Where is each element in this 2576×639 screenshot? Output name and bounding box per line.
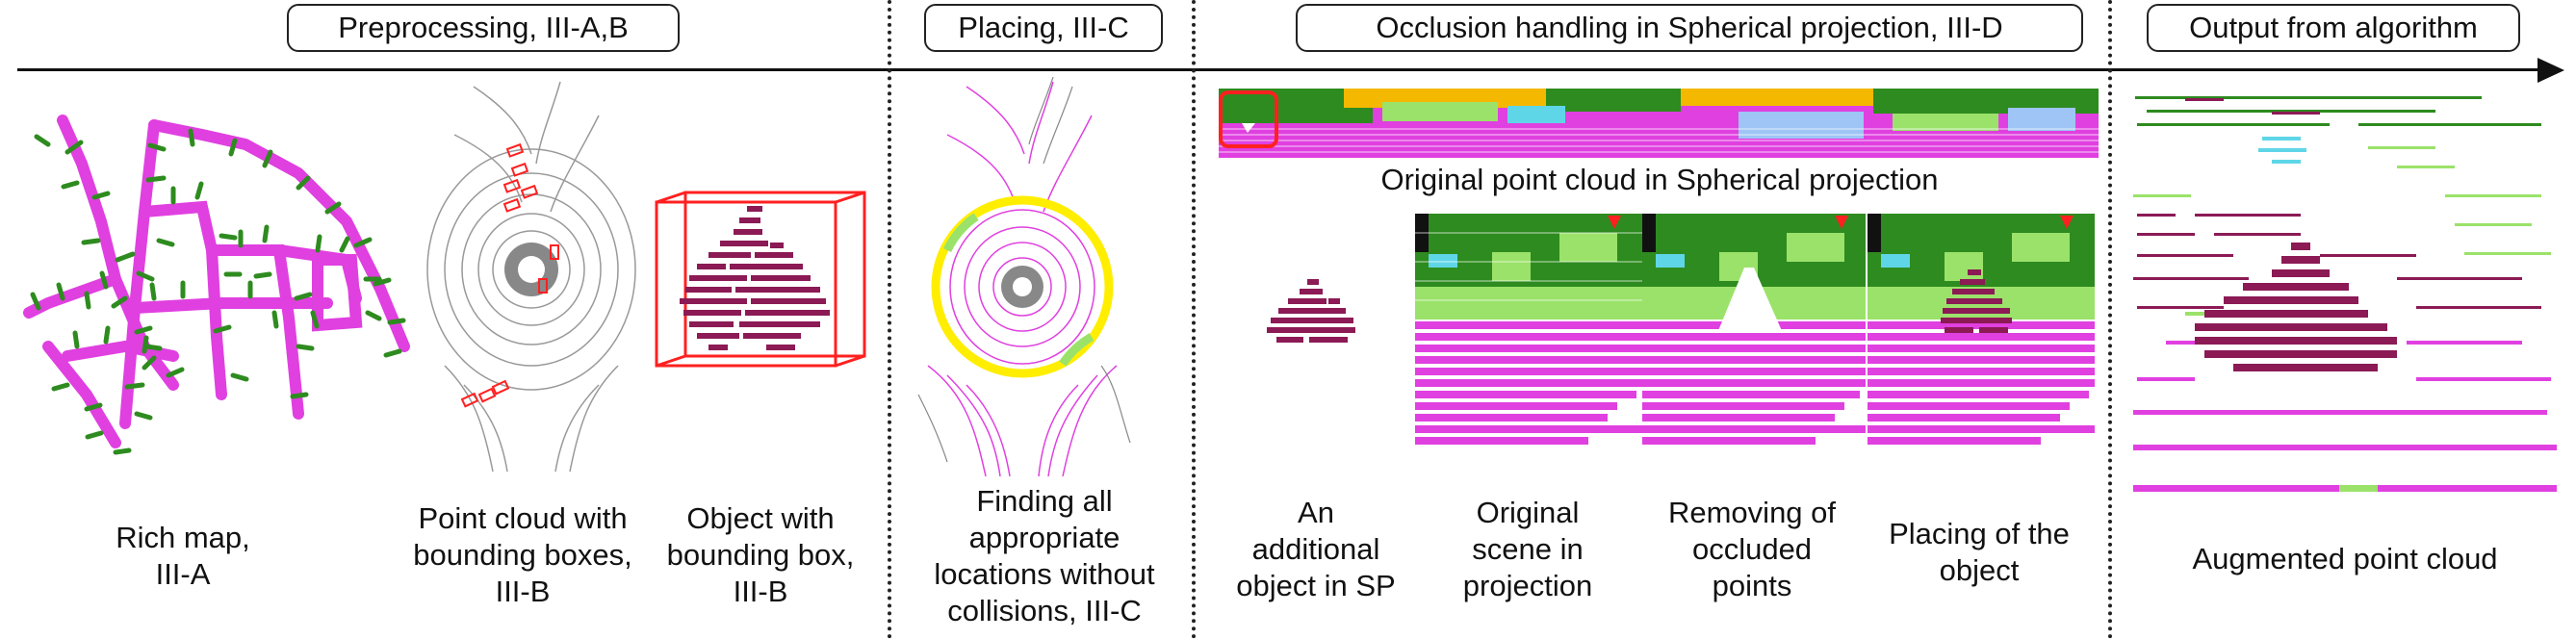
additional-object-image (1267, 279, 1355, 343)
caption-object-bbox: Object with bounding box, III-B (666, 501, 855, 608)
timeline-arrowhead (2537, 58, 2564, 83)
point-cloud-bbox-image (426, 81, 636, 473)
stage-occlusion-box: Occlusion handling in Spherical projecti… (1296, 4, 2083, 52)
removing-occluded-panel (1642, 214, 1866, 452)
stage-divider-2 (1192, 0, 1196, 639)
rich-map-image (23, 115, 410, 455)
caption-removing-occluded: Removing of occluded points (1667, 496, 1837, 602)
augmented-point-cloud-image (2133, 96, 2557, 492)
stage-divider-1 (888, 0, 891, 639)
caption-additional-object: An additional object in SP (1236, 496, 1396, 602)
placing-object-panel (1868, 214, 2095, 452)
caption-placing: Finding all appropriate locations withou… (934, 484, 1155, 627)
caption-rich-map: Rich map, III-A (116, 521, 250, 591)
caption-point-cloud-bbox: Point cloud with bounding boxes, III-B (413, 501, 632, 608)
caption-placing-object: Placing of the object (1889, 517, 2070, 587)
stage-divider-3 (2108, 0, 2112, 639)
caption-augmented: Augmented point cloud (2192, 542, 2498, 575)
caption-original-scene: Original scene in projection (1462, 496, 1593, 602)
stage-preprocessing-box: Preprocessing, III-A,B (287, 4, 680, 52)
stage-output-box: Output from algorithm (2147, 4, 2520, 52)
stage-placing-box: Placing, III-C (924, 4, 1163, 52)
spherical-projection-strip (1219, 89, 2099, 158)
object-bbox-image (655, 191, 866, 368)
original-scene-panel (1415, 214, 1642, 452)
placing-image (917, 77, 1131, 477)
caption-sp-title: Original point cloud in Spherical projec… (1380, 163, 1939, 196)
timeline-arrow-line (17, 68, 2549, 71)
